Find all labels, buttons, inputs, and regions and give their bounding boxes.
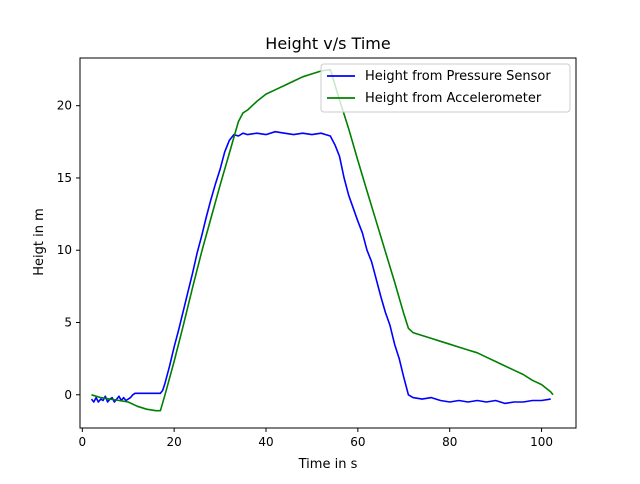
x-tick-label: 100: [530, 435, 553, 449]
pressure-sensor-line: [90, 130, 551, 405]
x-tick-label: 20: [167, 435, 182, 449]
chart-legend: Height from Pressure Sensor Height from A…: [320, 63, 571, 113]
legend-box: [320, 63, 571, 113]
y-tick-label: 20: [57, 99, 72, 113]
plot-frame: [79, 57, 577, 429]
y-tick-label: 5: [64, 315, 72, 329]
legend-label: Height from Pressure Sensor: [365, 69, 551, 84]
axis-ticks: 0 20 40 60 80 100 0 5 10 15 20: [57, 99, 553, 449]
y-tick-label: 15: [57, 171, 72, 185]
x-tick-label: 80: [442, 435, 457, 449]
x-tick-label: 0: [78, 435, 86, 449]
y-tick-label: 0: [64, 388, 72, 402]
y-axis-label: Heigt in m: [32, 208, 47, 276]
chart-title: Height v/s Time: [265, 34, 390, 53]
legend-label: Height from Accelerometer: [365, 91, 542, 106]
x-axis-label: Time in s: [298, 457, 358, 472]
y-tick-label: 10: [57, 243, 72, 257]
x-tick-label: 40: [258, 435, 273, 449]
x-tick-label: 60: [350, 435, 365, 449]
